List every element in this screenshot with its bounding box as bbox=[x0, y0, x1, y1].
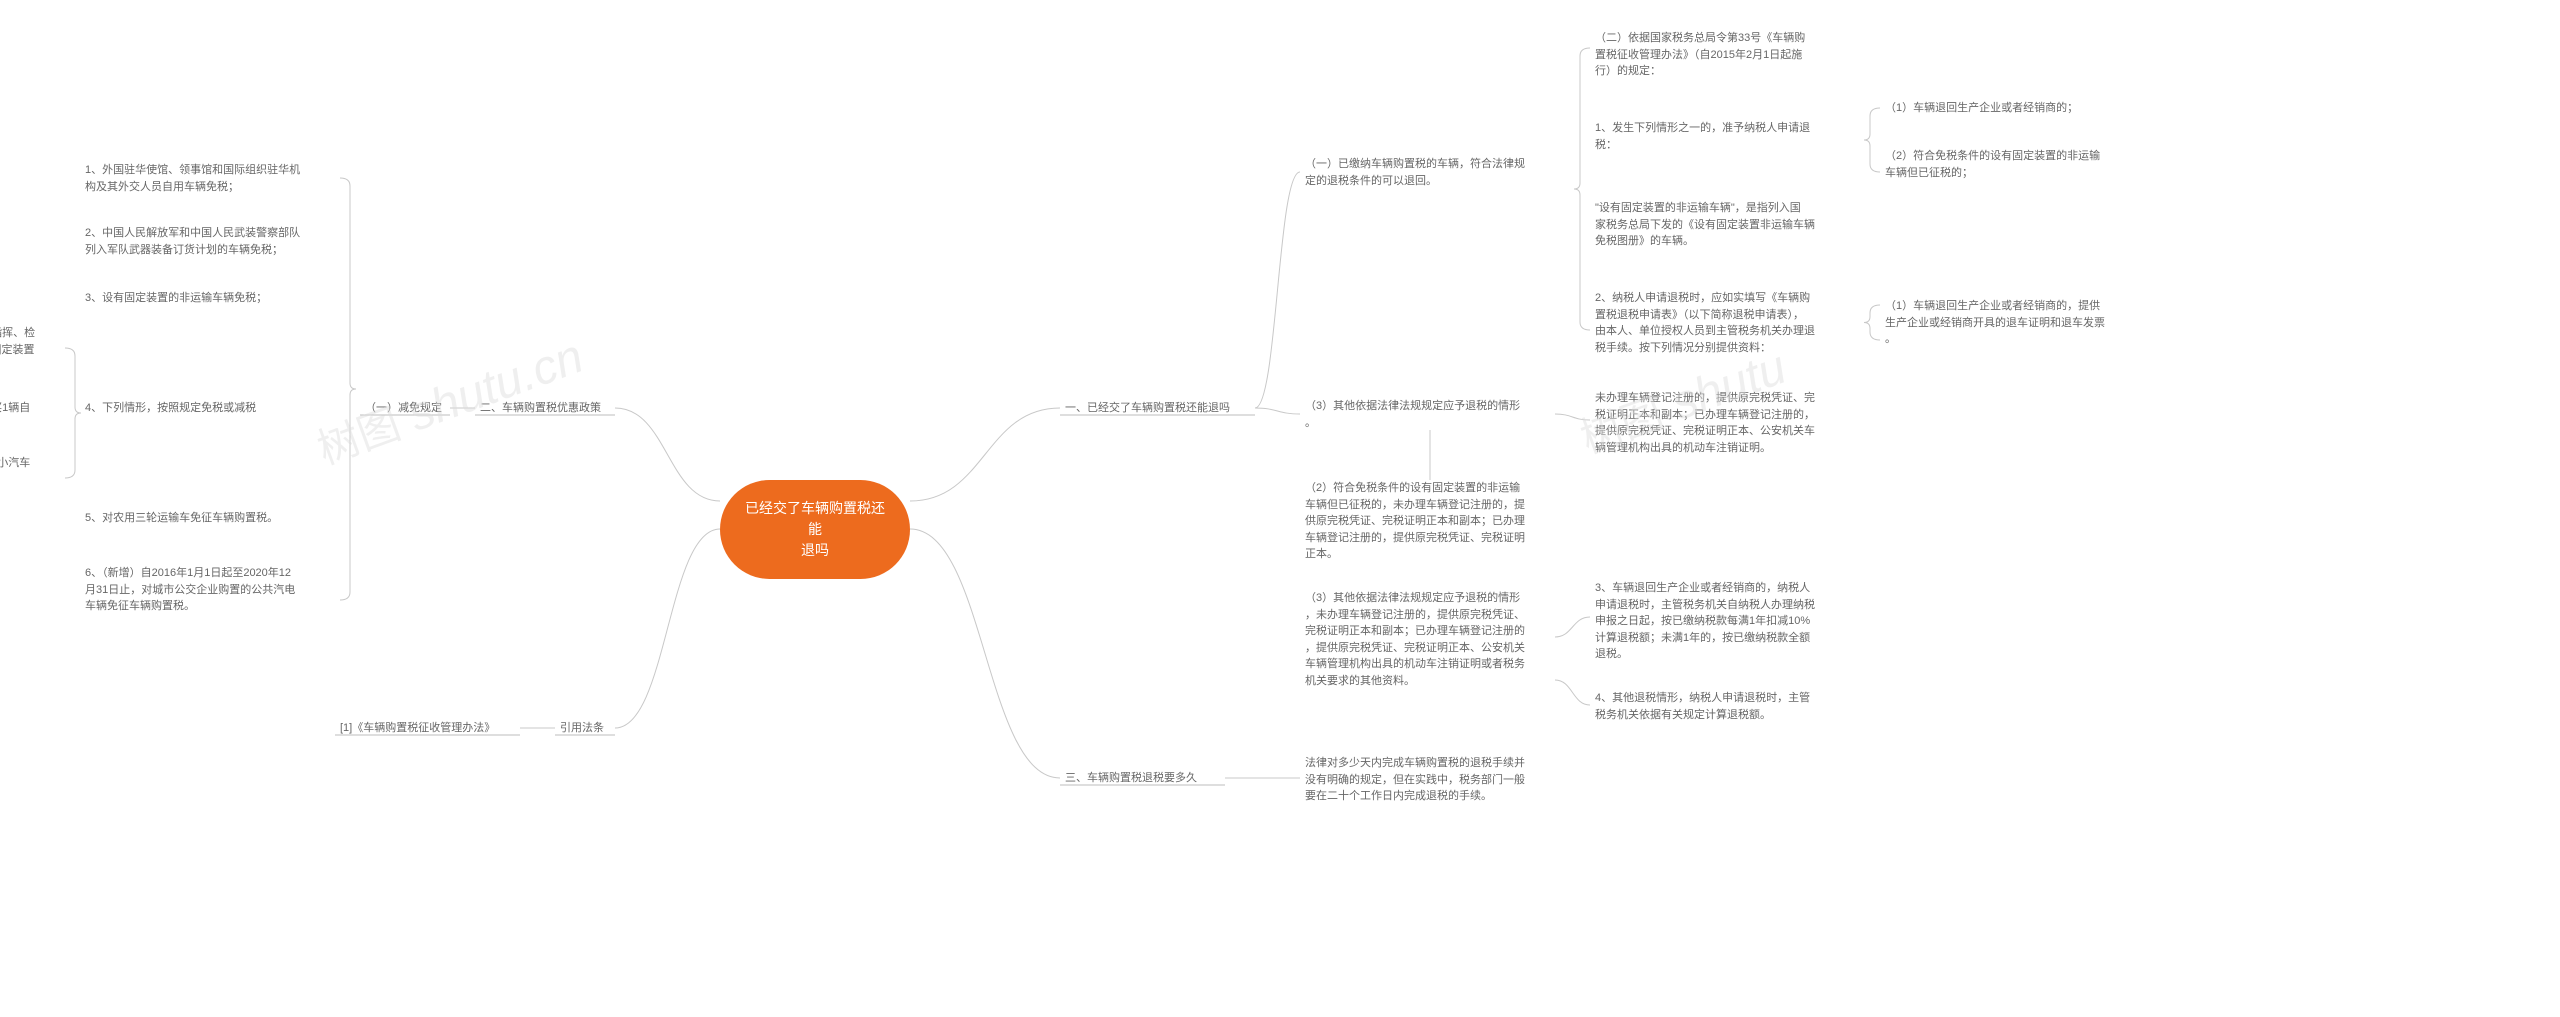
branch-ref-child: [1]《车辆购置税征收管理办法》 bbox=[340, 720, 495, 737]
branch-2-l2: 2、中国人民解放军和中国人民武装警察部队 列入军队武器装备订货计划的车辆免税； bbox=[85, 225, 335, 258]
branch-1-c1-d1: （二）依据国家税务总局令第33号《车辆购 置税征收管理办法》（自2015年2月1… bbox=[1595, 30, 1845, 80]
branch-ref: 引用法条 bbox=[560, 720, 604, 737]
branch-2-l6: 6、（新增）自2016年1月1日起至2020年12 月31日止，对城市公交企业购… bbox=[85, 565, 335, 615]
branch-2-l3: 3、设有固定装置的非运输车辆免税； bbox=[85, 290, 335, 307]
branch-2-l4-ll2: （2）回国服务的留学人员用现汇购买1辆自 用国产小汽车； bbox=[0, 400, 70, 433]
branch-2-l4-ll3: （3）长期来华定居专家进口1辆自用小汽车 。 bbox=[0, 455, 70, 488]
branch-1-c2-d6: （2）符合免税条件的设有固定装置的非运输 车辆但已征税的，未办理车辆登记注册的，… bbox=[1305, 480, 1555, 563]
branch-2-l4: 4、下列情形，按照规定免税或减税 bbox=[85, 400, 335, 417]
branch-1-c1-d2-e2: （2）符合免税条件的设有固定装置的非运输 车辆但已征税的； bbox=[1885, 148, 2135, 181]
branch-1-c1-d3: "设有固定装置的非运输车辆"，是指列入国 家税务总局下发的《设有固定装置非运输车… bbox=[1595, 200, 1845, 250]
branch-2-l1: 1、外国驻华使馆、领事馆和国际组织驻华机 构及其外交人员自用车辆免税； bbox=[85, 162, 335, 195]
branch-2-l5: 5、对农用三轮运输车免征车辆购置税。 bbox=[85, 510, 335, 527]
branch-1-c2-d8: 3、车辆退回生产企业或者经销商的，纳税人 申请退税时，主管税务机关自纳税人办理纳… bbox=[1595, 580, 1845, 663]
root-node: 已经交了车辆购置税还能 退吗 bbox=[720, 480, 910, 579]
branch-3: 三、车辆购置税退税要多久 bbox=[1065, 770, 1197, 787]
branch-1-c2: （3）其他依据法律法规规定应予退税的情形 。 bbox=[1305, 398, 1555, 431]
branch-3-child: 法律对多少天内完成车辆购置税的退税手续并 没有明确的规定，但在实践中，税务部门一… bbox=[1305, 755, 1555, 805]
branch-1-c2-d5: 未办理车辆登记注册的，提供原完税凭证、完 税证明正本和副本；已办理车辆登记注册的… bbox=[1595, 390, 1845, 456]
branch-1-c1: （一）已缴纳车辆购置税的车辆，符合法律规 定的退税条件的可以退回。 bbox=[1305, 156, 1555, 189]
branch-2-l4-ll1: （1）防汛部门和森林消防部门用于指挥、检 查、调度、报汛（警）、联络的设有固定装… bbox=[0, 325, 70, 375]
branch-1-c2-d7: （3）其他依据法律法规规定应予退税的情形 ，未办理车辆登记注册的，提供原完税凭证… bbox=[1305, 590, 1555, 689]
branch-1-c1-d2-e1: （1）车辆退回生产企业或者经销商的； bbox=[1885, 100, 2135, 117]
branch-1-c1-d4: 2、纳税人申请退税时，应如实填写《车辆购 置税退税申请表》（以下简称退税申请表）… bbox=[1595, 290, 1845, 356]
branch-1-c2-d9: 4、其他退税情形，纳税人申请退税时，主管 税务机关依据有关规定计算退税额。 bbox=[1595, 690, 1845, 723]
branch-1: 一、已经交了车辆购置税还能退吗 bbox=[1065, 400, 1230, 417]
branch-2-sub: （一）减免规定 bbox=[365, 400, 442, 417]
branch-2: 二、车辆购置税优惠政策 bbox=[480, 400, 601, 417]
branch-1-c1-d4-e3: （1）车辆退回生产企业或者经销商的，提供 生产企业或经销商开具的退车证明和退车发… bbox=[1885, 298, 2135, 348]
branch-1-c1-d2: 1、发生下列情形之一的，准予纳税人申请退 税： bbox=[1595, 120, 1845, 153]
